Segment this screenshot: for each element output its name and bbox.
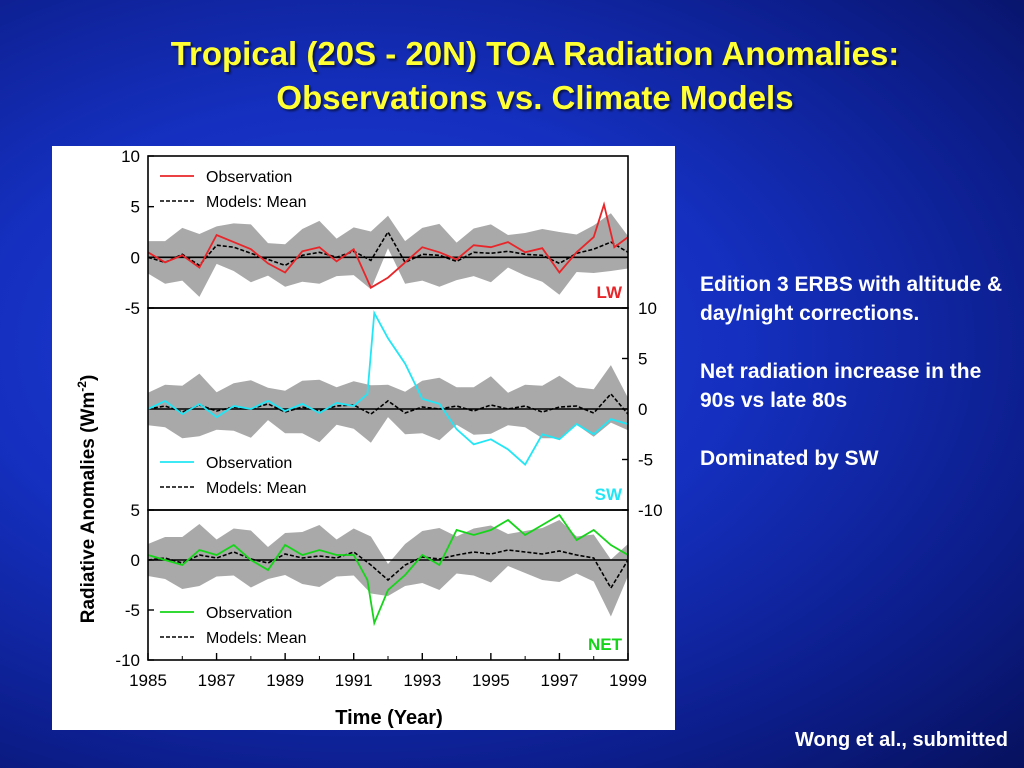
sw-legend-models-mean-label: Models: Mean (206, 480, 307, 497)
lw-y-tick-label: 0 (131, 248, 140, 267)
slide-notes: Edition 3 ERBS with altitude & day/night… (700, 270, 1010, 502)
y-axis-label-close: ) (78, 375, 99, 381)
sw-model-band (148, 365, 628, 443)
plot-layer: 10 5 0 -5 Observation Models: Mean LW 10 5 0 -5 -10… (115, 147, 662, 690)
x-tick-label: 1993 (403, 671, 441, 690)
x-tick-label: 1989 (266, 671, 304, 690)
sw-y-tick-label: -5 (638, 451, 653, 470)
sw-panel-label: SW (595, 485, 623, 504)
net-y-tick-label: -5 (125, 601, 140, 620)
y-axis-label-main: Radiative Anomalies (Wm (78, 392, 99, 624)
lw-legend-observation-label: Observation (206, 169, 292, 186)
lw-y-tick-label: 5 (131, 198, 140, 217)
radiation-anomalies-chart: Radiative Anomalies (Wm-2) Time (Year) 1… (75, 147, 663, 729)
net-y-tick-label: 0 (131, 551, 140, 570)
net-y-tick-label: -10 (115, 651, 140, 670)
note-edition: Edition 3 ERBS with altitude & day/night… (700, 273, 1003, 325)
x-tick-label: 1991 (335, 671, 373, 690)
sw-models-mean-line (147, 392, 629, 416)
x-tick-label: 1985 (129, 671, 167, 690)
slide-title-line1: Tropical (20S - 20N) TOA Radiation Anoma… (170, 35, 900, 72)
net-legend-models-mean-label: Models: Mean (206, 630, 307, 647)
x-tick-label: 1987 (198, 671, 236, 690)
sw-observation-line (147, 310, 629, 467)
lw-observation-line (147, 201, 629, 289)
slide-title: Tropical (20S - 20N) TOA Radiation Anoma… (40, 32, 1024, 120)
lw-y-tick-label: -5 (125, 299, 140, 318)
y-axis-label-superscript: -2 (75, 381, 89, 392)
note-net-increase: Net radiation increase in the 90s vs lat… (700, 360, 982, 412)
net-models-mean-line (147, 549, 629, 590)
sw-y-tick-label: -10 (638, 501, 663, 520)
slide-title-line2: Observations vs. Climate Models (276, 79, 794, 116)
lw-models-mean-line (147, 230, 629, 267)
citation: Wong et al., submitted (795, 729, 1008, 751)
lw-panel-label: LW (597, 283, 623, 302)
x-tick-label: 1997 (541, 671, 579, 690)
net-observation-line (147, 513, 629, 627)
note-dominated: Dominated by SW (700, 447, 879, 470)
lw-model-band (148, 213, 628, 297)
x-axis-label: Time (Year) (335, 707, 442, 729)
net-panel-label: NET (588, 635, 623, 654)
net-model-band (148, 520, 628, 617)
net-y-tick-label: 5 (131, 501, 140, 520)
sw-y-tick-label: 5 (638, 350, 647, 369)
chart-panel: Radiative Anomalies (Wm-2) Time (Year) 1… (52, 146, 675, 730)
x-tick-label: 1995 (472, 671, 510, 690)
net-legend-observation-label: Observation (206, 605, 292, 622)
lw-y-tick-label: 10 (121, 147, 140, 166)
lw-legend-models-mean-label: Models: Mean (206, 194, 307, 211)
sw-y-tick-label: 10 (638, 299, 657, 318)
sw-y-tick-label: 0 (638, 400, 647, 419)
y-axis-label: Radiative Anomalies (Wm-2) (75, 375, 99, 624)
sw-legend-observation-label: Observation (206, 455, 292, 472)
x-tick-label: 1999 (609, 671, 647, 690)
